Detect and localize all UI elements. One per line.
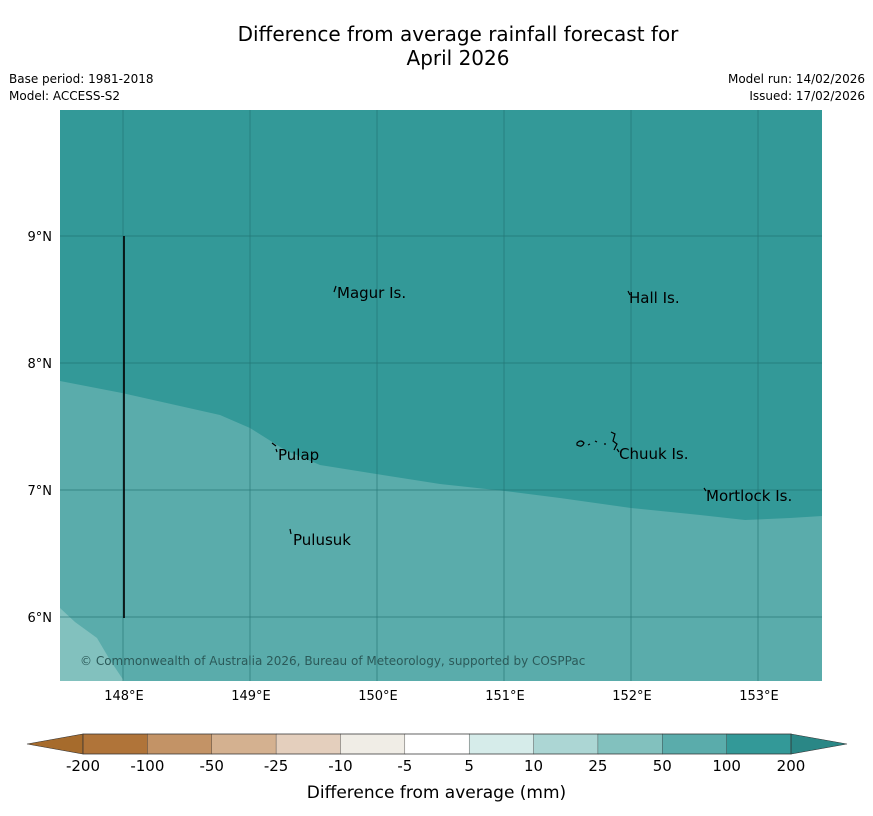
colorbar-tick-label: 25	[588, 757, 607, 775]
copyright-text: © Commonwealth of Australia 2026, Bureau…	[80, 654, 585, 668]
colorbar-cell	[275, 733, 342, 755]
colorbar-tick-label: 50	[653, 757, 672, 775]
colorbar-tick-label: 200	[777, 757, 806, 775]
place-label-pulap: Pulap	[278, 446, 319, 464]
colorbar-tick-label: -25	[264, 757, 289, 775]
issued-date: Issued: 17/02/2026	[749, 89, 865, 103]
colorbar-tick-label: -100	[130, 757, 164, 775]
place-label-pulusuk: Pulusuk	[293, 531, 351, 549]
colorbar-tick-label: -10	[328, 757, 353, 775]
colorbar-extend-high	[790, 733, 848, 755]
lat-label-9n: 9°N	[28, 230, 53, 245]
colorbar: -200 -100 -50 -25 -10 -5 5 10 25 50 100 200	[26, 733, 848, 775]
title-line-1: Difference from average rainfall forecas…	[237, 22, 679, 46]
place-label-mortlock: Mortlock Is.	[706, 487, 792, 505]
colorbar-tick-label: 5	[464, 757, 474, 775]
run-info: Model run: 14/02/2026 Issued: 17/02/2026	[728, 71, 865, 105]
lat-label-6n: 6°N	[28, 611, 53, 626]
band-50-100	[60, 381, 822, 681]
lon-label-153: 153°E	[739, 689, 779, 704]
lon-label-152: 152°E	[612, 689, 652, 704]
lon-label-150: 150°E	[358, 689, 398, 704]
colorbar-tick-label: -50	[199, 757, 224, 775]
colorbar-cell	[211, 733, 277, 755]
model-name: Model: ACCESS-S2	[9, 89, 121, 103]
colorbar-extend-low	[26, 733, 84, 755]
colorbar-cell	[340, 733, 406, 755]
colorbar-cell	[468, 733, 535, 755]
model-run-date: Model run: 14/02/2026	[727, 72, 865, 86]
lon-label-148: 148°E	[104, 689, 144, 704]
lon-label-151: 151°E	[485, 689, 525, 704]
lat-label-8n: 8°N	[28, 357, 53, 372]
band-25-50	[60, 608, 124, 681]
place-label-chuuk: Chuuk Is.	[619, 445, 688, 463]
graticule	[60, 110, 822, 681]
colorbar-cell	[597, 733, 663, 755]
island-shapes	[271, 285, 707, 535]
colorbar-cell	[82, 733, 149, 755]
place-label-magur: Magur Is.	[337, 284, 406, 302]
colorbar-tick-label: -200	[66, 757, 100, 775]
colorbar-label: Difference from average (mm)	[306, 783, 567, 803]
map-title: Difference from average rainfall forecas…	[0, 22, 873, 70]
model-info: Base period: 1981-2018 Model: ACCESS-S2	[9, 71, 154, 105]
colorbar-cell	[726, 733, 792, 755]
colorbar-cell	[533, 733, 599, 755]
place-label-hall: Hall Is.	[629, 289, 680, 307]
lon-label-149: 149°E	[231, 689, 271, 704]
colorbar-cell	[147, 733, 213, 755]
colorbar-cell	[404, 733, 470, 755]
base-period: Base period: 1981-2018	[9, 72, 154, 86]
lat-label-7n: 7°N	[28, 484, 53, 499]
colorbar-tick-label: 10	[524, 757, 543, 775]
colorbar-tick-label: 100	[712, 757, 741, 775]
title-line-2: April 2026	[406, 46, 510, 70]
colorbar-cell	[662, 733, 728, 755]
colorbar-tick-label: -5	[397, 757, 412, 775]
